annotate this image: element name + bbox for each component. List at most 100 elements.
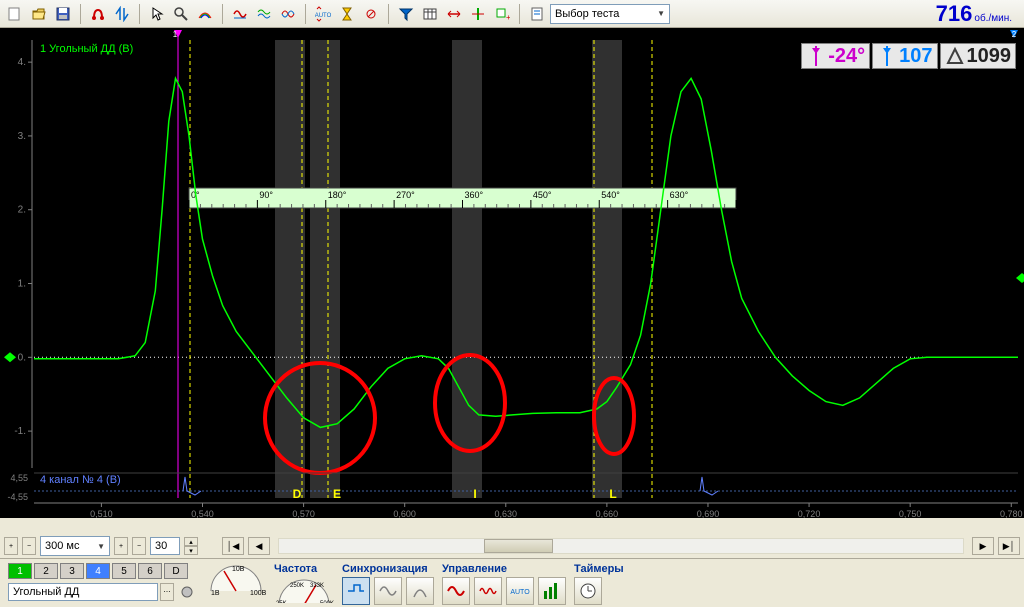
rpm-display: 716 об./мин. — [936, 1, 1020, 27]
svg-text:0,540: 0,540 — [191, 509, 214, 518]
nav-first-button[interactable]: │◀ — [222, 537, 244, 555]
svg-text:AUTO: AUTO — [315, 13, 331, 19]
svg-text:1 Угольный ДД (В): 1 Угольный ДД (В) — [40, 43, 133, 55]
control-auto-button[interactable]: AUTO — [506, 577, 534, 605]
table-icon[interactable] — [419, 3, 441, 25]
svg-text:630°: 630° — [670, 190, 689, 200]
svg-text:D: D — [293, 487, 302, 501]
test-selector-combo[interactable]: Выбор теста ▼ — [550, 4, 670, 24]
channel-selector: 123456D ⋯ — [8, 563, 198, 603]
nav-last-button[interactable]: ▶│ — [998, 537, 1020, 555]
frequency-gauge[interactable]: 25K250K333K500K — [274, 577, 334, 603]
overlay-wave-icon[interactable] — [277, 3, 299, 25]
channel-4-button[interactable]: 4 — [86, 563, 110, 579]
svg-text:100B: 100B — [250, 590, 266, 595]
svg-text:2.: 2. — [18, 205, 26, 216]
svg-text:540°: 540° — [601, 190, 620, 200]
svg-text:3.: 3. — [18, 131, 26, 142]
channel-5-button[interactable]: 5 — [112, 563, 136, 579]
channel-1-button[interactable]: 1 — [8, 563, 32, 579]
pointer-icon[interactable] — [146, 3, 168, 25]
single-wave-icon[interactable] — [229, 3, 251, 25]
zoom-out-button[interactable]: − — [22, 537, 36, 555]
svg-text:0,720: 0,720 — [798, 509, 821, 518]
time-up-button[interactable]: + — [114, 537, 128, 555]
channel-settings-icon[interactable] — [176, 581, 198, 603]
svg-text:10B: 10B — [232, 566, 245, 573]
svg-text:-1.: -1. — [14, 426, 26, 437]
svg-text:4,55: 4,55 — [10, 473, 28, 483]
time-down-button[interactable]: − — [132, 537, 146, 555]
svg-text:0,690: 0,690 — [697, 509, 720, 518]
voltage-gauge-section: 1B 10B 100B — [206, 563, 266, 603]
svg-text:0,570: 0,570 — [292, 509, 315, 518]
multi-wave-icon[interactable] — [253, 3, 275, 25]
control-continuous-button[interactable] — [474, 577, 502, 605]
svg-text:25K: 25K — [276, 601, 287, 603]
marker-line-icon[interactable] — [467, 3, 489, 25]
frequency-section: Частота 25K250K333K500K — [274, 563, 334, 603]
svg-text:333K: 333K — [310, 583, 324, 589]
rpm-unit: об./мин. — [974, 13, 1012, 24]
cursor2-measurement: 107 — [872, 43, 937, 69]
timers-section: Таймеры — [574, 563, 624, 603]
spinner-down[interactable]: ▾ — [184, 546, 198, 555]
timer-1-button[interactable] — [574, 577, 602, 605]
earphone-red-icon[interactable] — [87, 3, 109, 25]
svg-text:0,510: 0,510 — [90, 509, 113, 518]
h-arrows-icon[interactable] — [443, 3, 465, 25]
sync-mode-2-button[interactable] — [374, 577, 402, 605]
hourglass-icon[interactable] — [336, 3, 358, 25]
save-button[interactable] — [52, 3, 74, 25]
svg-text:450°: 450° — [533, 190, 552, 200]
spinner-up[interactable]: ▴ — [184, 537, 198, 546]
channel-3-button[interactable]: 3 — [60, 563, 84, 579]
channel-6-button[interactable]: 6 — [138, 563, 162, 579]
chevron-down-icon: ▼ — [657, 9, 665, 18]
svg-text:0,600: 0,600 — [393, 509, 416, 518]
time-controls-bar: + − 300 мс ▼ + − ▴▾ │◀ ◀ ▶ ▶│ — [0, 535, 1024, 557]
svg-text:0,660: 0,660 — [596, 509, 619, 518]
split-wave-icon[interactable] — [111, 3, 133, 25]
voltage-gauge[interactable]: 1B 10B 100B — [206, 563, 266, 595]
report-icon[interactable] — [526, 3, 548, 25]
channel-expand-button[interactable]: ⋯ — [160, 583, 174, 601]
svg-text:L: L — [609, 487, 616, 501]
sync-mode-3-button[interactable] — [406, 577, 434, 605]
channel-name-input[interactable] — [8, 583, 158, 601]
time-scrollbar[interactable] — [278, 538, 964, 554]
svg-text:1B: 1B — [211, 590, 220, 595]
zoom-icon[interactable] — [170, 3, 192, 25]
scrollbar-thumb[interactable] — [484, 539, 552, 553]
svg-text:2: 2 — [1012, 30, 1017, 39]
nav-next-button[interactable]: ▶ — [972, 537, 994, 555]
oscilloscope-chart[interactable]: 4.3.2.1.0.-1.120°90°180°270°360°450°540°… — [0, 28, 1024, 518]
auto-scale-icon[interactable]: AUTO — [312, 3, 334, 25]
channel-2-button[interactable]: 2 — [34, 563, 58, 579]
settings-panel: 123456D ⋯ 1B 10B 100B Частота 25K250K333K5… — [0, 558, 1024, 607]
time-range-combo[interactable]: 300 мс ▼ — [40, 536, 110, 556]
control-bars-button[interactable] — [538, 577, 566, 605]
new-file-button[interactable] — [4, 3, 26, 25]
sync-section: Синхронизация — [342, 563, 434, 603]
svg-text:1: 1 — [173, 30, 178, 39]
nav-prev-button[interactable]: ◀ — [248, 537, 270, 555]
svg-text:0,750: 0,750 — [899, 509, 922, 518]
svg-text:1.: 1. — [18, 279, 26, 290]
svg-text:0,780: 0,780 — [1000, 509, 1023, 518]
cursor1-measurement: -24° — [801, 43, 870, 69]
add-marker-icon[interactable]: + — [491, 3, 513, 25]
svg-text:720°: 720° — [738, 190, 757, 200]
svg-text:270°: 270° — [396, 190, 415, 200]
sync-mode-1-button[interactable] — [342, 577, 370, 605]
open-file-button[interactable] — [28, 3, 50, 25]
svg-text:360°: 360° — [465, 190, 484, 200]
rainbow-icon[interactable] — [194, 3, 216, 25]
control-run-button[interactable] — [442, 577, 470, 605]
channel-D-button[interactable]: D — [164, 563, 188, 579]
svg-text:4 канал № 4 (В): 4 канал № 4 (В) — [40, 474, 121, 486]
zoom-in-button[interactable]: + — [4, 537, 18, 555]
ruler-stop-icon[interactable] — [360, 3, 382, 25]
filter-icon[interactable] — [395, 3, 417, 25]
time-value-input[interactable] — [150, 537, 180, 555]
